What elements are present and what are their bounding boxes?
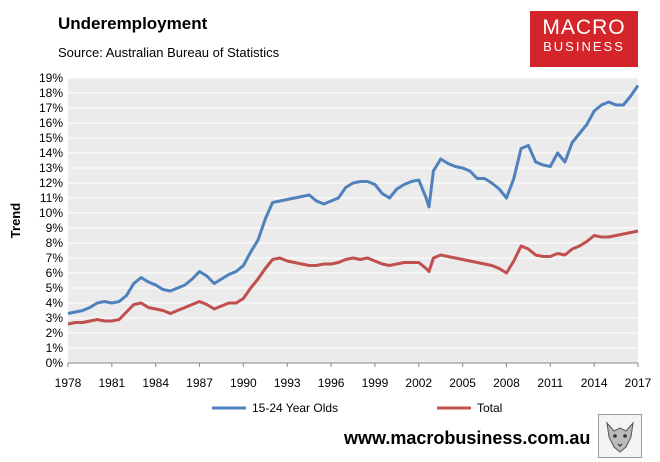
website-url: www.macrobusiness.com.au — [344, 428, 591, 448]
x-tick-label: 2002 — [405, 376, 432, 390]
y-tick-label: 5% — [46, 281, 64, 295]
x-tick-label: 2005 — [449, 376, 476, 390]
y-tick-label: 16% — [39, 116, 63, 130]
logo-line-macro: MACRO — [542, 16, 626, 39]
x-tick-label: 1981 — [98, 376, 125, 390]
legend-label-total: Total — [477, 401, 502, 415]
y-tick-label: 0% — [46, 356, 64, 370]
x-tick-label: 2014 — [581, 376, 608, 390]
series-line-youth — [67, 84, 640, 315]
x-tick-label: 2017 — [625, 376, 652, 390]
x-tick-label: 1984 — [142, 376, 169, 390]
plot-area — [68, 78, 638, 363]
series-line-total — [67, 229, 639, 326]
y-tick-label: 17% — [39, 101, 63, 115]
y-tick-label: 12% — [39, 176, 63, 190]
x-tick-label: 1993 — [274, 376, 301, 390]
chart-title: Underemployment — [58, 14, 208, 33]
y-tick-label: 4% — [46, 296, 64, 310]
x-tick-label: 1978 — [55, 376, 82, 390]
x-tick-label: 1996 — [318, 376, 345, 390]
y-tick-label: 14% — [39, 146, 63, 160]
y-tick-label: 2% — [46, 326, 64, 340]
y-tick-label: 8% — [46, 236, 64, 250]
y-tick-label: 13% — [39, 161, 63, 175]
y-tick-label: 9% — [46, 221, 64, 235]
x-tick-label: 2011 — [537, 376, 563, 390]
macro-business-logo: MACRO BUSINESS — [530, 11, 638, 67]
y-tick-label: 11% — [40, 191, 63, 205]
y-tick-label: 7% — [46, 251, 64, 265]
x-tick-label: 1999 — [362, 376, 389, 390]
y-axis-ticks: 0%1%2%3%4%5%6%7%8%9%10%11%12%13%14%15%16… — [39, 71, 63, 370]
logo-line-business: BUSINESS — [543, 39, 625, 54]
x-axis-ticks: 1978 1981 1984 1987 1990 1993 1996 1999 2002 2005… — [55, 362, 652, 390]
wolf-head-icon — [606, 421, 634, 453]
y-tick-label: 18% — [39, 86, 63, 100]
y-tick-label: 19% — [39, 71, 63, 85]
legend-label-youth: 15-24 Year Olds — [252, 401, 338, 415]
y-tick-label: 15% — [39, 131, 63, 145]
x-tick-label: 1987 — [186, 376, 213, 390]
series-lines — [67, 84, 640, 326]
y-tick-label: 6% — [46, 266, 64, 280]
wolf-logo-icon — [598, 414, 642, 458]
chart-source: Source: Australian Bureau of Statistics — [58, 45, 280, 60]
y-tick-label: 10% — [39, 206, 63, 220]
y-tick-label: 1% — [46, 341, 64, 355]
x-tick-label: 2008 — [493, 376, 520, 390]
legend: 15-24 Year Olds Total — [212, 401, 502, 415]
y-axis-label: Trend — [8, 203, 23, 238]
y-tick-label: 3% — [46, 311, 64, 325]
x-tick-label: 1990 — [230, 376, 257, 390]
